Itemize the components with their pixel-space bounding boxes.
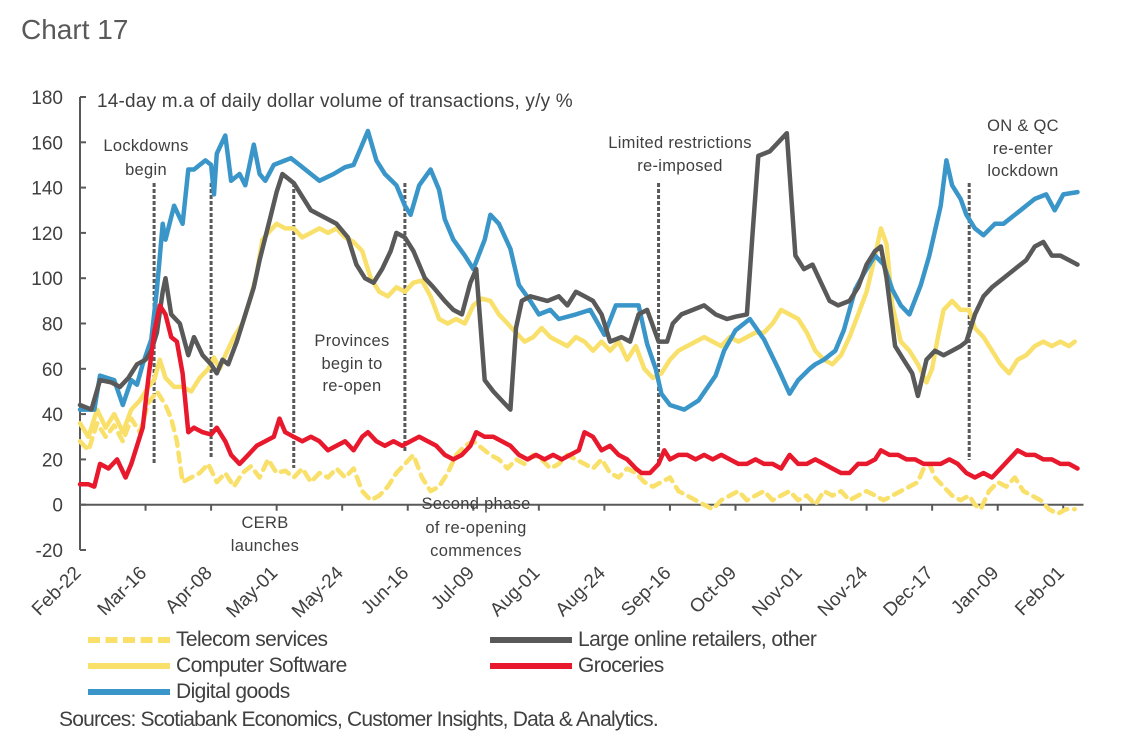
legend-swatch-digital xyxy=(88,689,170,695)
series-line-large-online-retailers-other xyxy=(77,130,1080,412)
legend: Telecom services Large online retailers,… xyxy=(88,628,888,708)
y-tick-label: -20 xyxy=(36,541,63,562)
legend-item-telecom: Telecom services xyxy=(88,628,328,652)
event-annotation: commences xyxy=(430,542,522,560)
legend-label: Telecom services xyxy=(176,628,328,651)
x-tick-label: Aug-01 xyxy=(486,563,544,621)
event-annotation: re-open xyxy=(323,377,382,395)
y-tick-label: 0 xyxy=(52,496,63,517)
x-tick-label: Apr-08 xyxy=(161,563,216,618)
legend-item-software: Computer Software xyxy=(88,654,347,678)
series-line-computer-software xyxy=(77,221,1077,440)
series-line-digital-goods xyxy=(77,128,1080,412)
event-annotation: of re-opening xyxy=(425,519,526,537)
legend-item-groceries: Groceries xyxy=(490,654,664,678)
event-annotation: ON & QC xyxy=(987,117,1059,135)
y-tick-label: 180 xyxy=(31,88,63,109)
x-tick-label: Sep-16 xyxy=(617,563,675,621)
legend-label: Digital goods xyxy=(176,680,290,703)
x-tick-label: Aug-24 xyxy=(552,562,610,620)
x-tick-label: Nov-24 xyxy=(814,562,872,620)
x-tick-label: Jul-09 xyxy=(427,563,478,614)
source-note: Sources: Scotiabank Economics, Customer … xyxy=(59,708,659,731)
event-annotation: lockdown xyxy=(987,162,1058,180)
x-tick-label: Mar-16 xyxy=(94,563,151,620)
y-tick-label: 100 xyxy=(31,269,63,290)
legend-label: Computer Software xyxy=(176,654,347,677)
legend-swatch-telecom xyxy=(88,637,170,643)
legend-swatch-large-online xyxy=(490,637,572,643)
y-tick-label: 40 xyxy=(42,405,63,426)
event-annotation: CERB xyxy=(241,514,288,532)
x-tick-label: May-24 xyxy=(288,562,348,622)
legend-item-large-online: Large online retailers, other xyxy=(490,628,817,652)
y-tick-label: 160 xyxy=(31,133,63,154)
event-markers: Lockdowns begin CERB launches Provinces begin… xyxy=(103,117,1059,560)
y-tick-label: 120 xyxy=(31,224,63,245)
legend-label: Groceries xyxy=(578,654,664,677)
x-tick-label: Feb-22 xyxy=(28,563,85,620)
x-tick-label: May-01 xyxy=(223,563,283,623)
legend-item-digital: Digital goods xyxy=(88,680,290,704)
y-tick-label: 80 xyxy=(42,315,63,336)
x-tick-label: Oct-09 xyxy=(686,563,741,618)
event-annotation: begin xyxy=(125,161,167,179)
event-annotation: re-enter xyxy=(993,140,1053,158)
event-annotation: re-imposed xyxy=(637,157,723,175)
event-annotation: launches xyxy=(231,537,299,555)
x-tick-label: Jan-09 xyxy=(947,563,1003,619)
event-annotation: Second phase xyxy=(421,495,530,513)
y-tick-label: 20 xyxy=(42,450,63,471)
series-line-telecom-services xyxy=(77,389,1077,517)
x-tick-label: Feb-01 xyxy=(1011,563,1068,620)
legend-swatch-software xyxy=(88,663,170,669)
legend-label: Large online retailers, other xyxy=(578,628,817,651)
x-tick-label: Jun-16 xyxy=(357,563,413,619)
x-tick-label: Dec-17 xyxy=(880,563,938,621)
event-annotation: Limited restrictions xyxy=(608,134,752,152)
y-axis-subtitle: 14-day m.a of daily dollar volume of tra… xyxy=(97,91,573,112)
y-tick-label: 60 xyxy=(42,360,63,381)
y-tick-label: 140 xyxy=(31,179,63,200)
event-annotation: begin to xyxy=(321,355,382,373)
chart-title: Chart 17 xyxy=(21,14,129,45)
x-tick-label: Nov-01 xyxy=(748,563,806,621)
legend-swatch-groceries xyxy=(490,663,572,669)
series-line-groceries xyxy=(77,303,1080,489)
event-annotation: Lockdowns xyxy=(103,137,188,155)
event-annotation: Provinces xyxy=(314,332,389,350)
series-lines xyxy=(77,128,1080,517)
